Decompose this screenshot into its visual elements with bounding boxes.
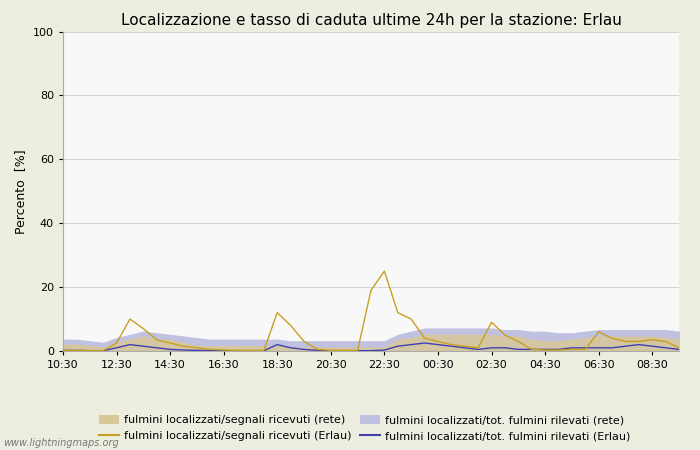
Text: www.lightningmaps.org: www.lightningmaps.org bbox=[4, 438, 119, 448]
Legend: fulmini localizzati/segnali ricevuti (rete), fulmini localizzati/segnali ricevut: fulmini localizzati/segnali ricevuti (re… bbox=[99, 415, 630, 441]
Title: Localizzazione e tasso di caduta ultime 24h per la stazione: Erlau: Localizzazione e tasso di caduta ultime … bbox=[120, 13, 622, 27]
Y-axis label: Percento  [%]: Percento [%] bbox=[15, 149, 27, 234]
